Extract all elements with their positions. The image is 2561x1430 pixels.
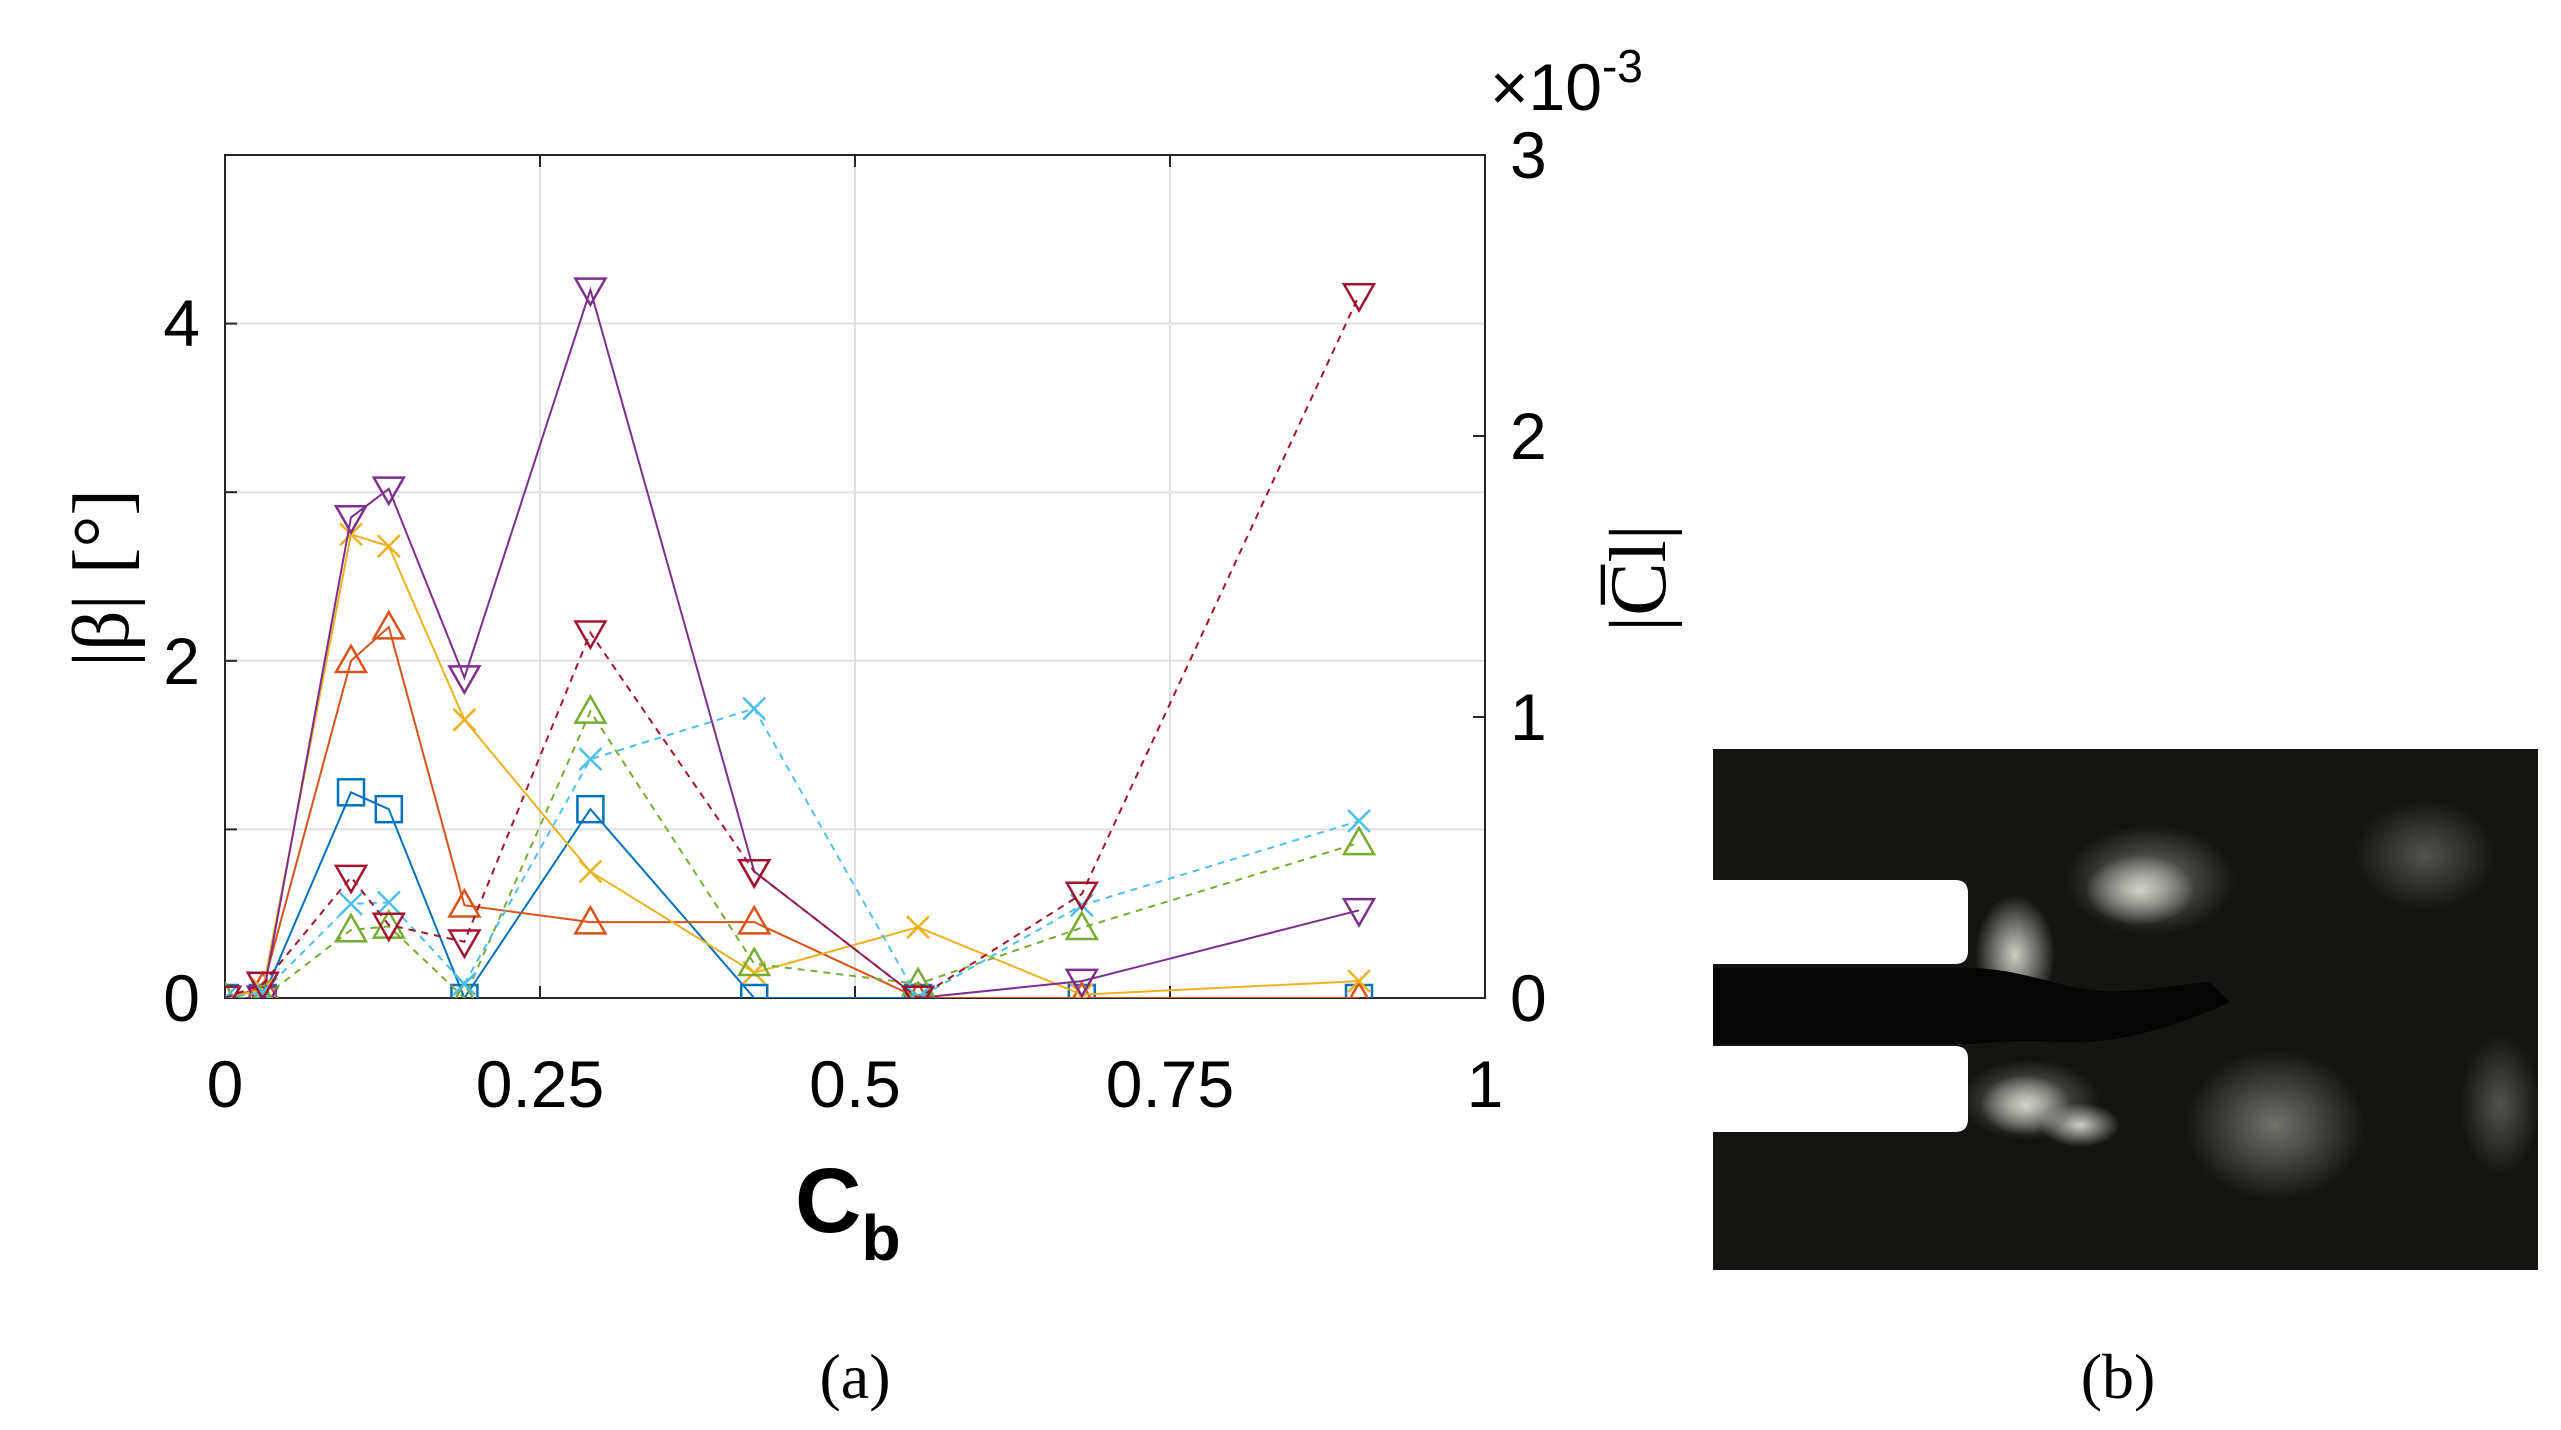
data-point-marker bbox=[1064, 910, 1099, 941]
x-tick-label: 0 bbox=[207, 1047, 244, 1121]
data-point-marker bbox=[225, 986, 237, 998]
data-point-marker bbox=[336, 778, 366, 807]
data-point-marker bbox=[447, 887, 482, 918]
data-point-marker bbox=[1348, 980, 1370, 998]
data-point-marker bbox=[333, 504, 369, 536]
data-series bbox=[225, 778, 1374, 998]
grid-lines bbox=[225, 155, 1485, 998]
data-point-marker bbox=[1341, 825, 1377, 856]
x-tick-label: 0.5 bbox=[809, 1047, 901, 1121]
data-point-marker bbox=[578, 747, 603, 772]
data-series bbox=[225, 696, 1371, 998]
y-right-axis-label: |C̅l| bbox=[1595, 524, 1683, 632]
data-point-marker bbox=[374, 794, 404, 824]
data-point-marker bbox=[573, 693, 608, 724]
data-point-marker bbox=[452, 972, 477, 996]
data-point-marker bbox=[573, 904, 608, 935]
lower-plate bbox=[1713, 1046, 1968, 1132]
data-point-marker bbox=[333, 912, 369, 943]
data-point-marker bbox=[447, 929, 482, 960]
data-point-marker bbox=[447, 665, 482, 696]
data-point-marker bbox=[1064, 968, 1099, 998]
chart-panel-a: 0 0.25 0.5 0.75 1 0 2 4 0 1 2 3 ×10-3 Cb… bbox=[58, 40, 1683, 1412]
data-point-marker bbox=[737, 859, 772, 890]
series-line bbox=[225, 625, 1359, 998]
data-point-marker bbox=[576, 794, 605, 824]
data-point-marker bbox=[371, 609, 406, 640]
flow-field-image: (b) bbox=[1713, 749, 2538, 1412]
data-point-marker bbox=[900, 966, 936, 997]
data-point-marker bbox=[900, 985, 936, 998]
data-point-marker bbox=[1064, 881, 1099, 912]
data-point-marker bbox=[1347, 969, 1371, 994]
panel-a-label: (a) bbox=[819, 1341, 890, 1412]
y-right-tick-label: 0 bbox=[1510, 961, 1547, 1035]
y-right-multiplier: ×10-3 bbox=[1490, 40, 1643, 124]
series-line bbox=[225, 790, 1359, 998]
panel-b-label: (b) bbox=[2081, 1341, 2156, 1412]
series-line bbox=[225, 709, 1360, 998]
series-layer bbox=[225, 277, 1377, 998]
data-point-marker bbox=[452, 707, 477, 732]
data-series bbox=[225, 283, 1377, 998]
y-right-tick-label: 3 bbox=[1510, 118, 1547, 192]
data-point-marker bbox=[252, 980, 273, 998]
data-point-marker bbox=[339, 891, 363, 916]
data-point-marker bbox=[1341, 897, 1377, 928]
data-point-marker bbox=[578, 859, 603, 884]
y-left-tick-label: 4 bbox=[163, 286, 200, 360]
y-right-tick-label: 1 bbox=[1510, 680, 1547, 754]
x-axis-label: Cb bbox=[795, 1150, 901, 1274]
x-tick-label: 1 bbox=[1467, 1047, 1504, 1121]
y-left-tick-label: 2 bbox=[163, 624, 200, 698]
data-point-marker bbox=[573, 277, 608, 308]
series-line bbox=[225, 286, 1360, 998]
y-left-axis-label: |β| [°] bbox=[58, 489, 146, 667]
data-point-marker bbox=[573, 620, 608, 651]
data-point-marker bbox=[225, 980, 236, 998]
data-point-marker bbox=[376, 534, 401, 559]
data-point-marker bbox=[906, 986, 930, 998]
data-point-marker bbox=[376, 890, 401, 915]
data-point-marker bbox=[333, 864, 369, 895]
data-point-marker bbox=[371, 912, 406, 943]
data-point-marker bbox=[737, 859, 772, 890]
upper-plate bbox=[1713, 880, 1968, 964]
data-point-marker bbox=[739, 983, 769, 998]
data-point-marker bbox=[371, 476, 406, 507]
series-line bbox=[225, 295, 1360, 998]
x-tick-label: 0.75 bbox=[1106, 1047, 1234, 1121]
data-point-marker bbox=[737, 946, 772, 977]
x-tick-label: 0.25 bbox=[476, 1047, 604, 1121]
data-series bbox=[225, 609, 1370, 998]
data-point-marker bbox=[906, 915, 930, 940]
data-point-marker bbox=[245, 985, 280, 998]
data-point-marker bbox=[454, 980, 475, 998]
tick-marks bbox=[224, 154, 1486, 999]
data-point-marker bbox=[1341, 283, 1377, 314]
data-point-marker bbox=[742, 696, 767, 721]
y-left-tick-label: 0 bbox=[163, 961, 200, 1035]
data-point-marker bbox=[1347, 809, 1371, 833]
data-point-marker bbox=[1071, 980, 1092, 998]
data-point-marker bbox=[245, 971, 280, 998]
data-point-marker bbox=[333, 643, 369, 674]
y-right-tick-label: 2 bbox=[1510, 399, 1547, 473]
data-point-marker bbox=[737, 904, 772, 935]
